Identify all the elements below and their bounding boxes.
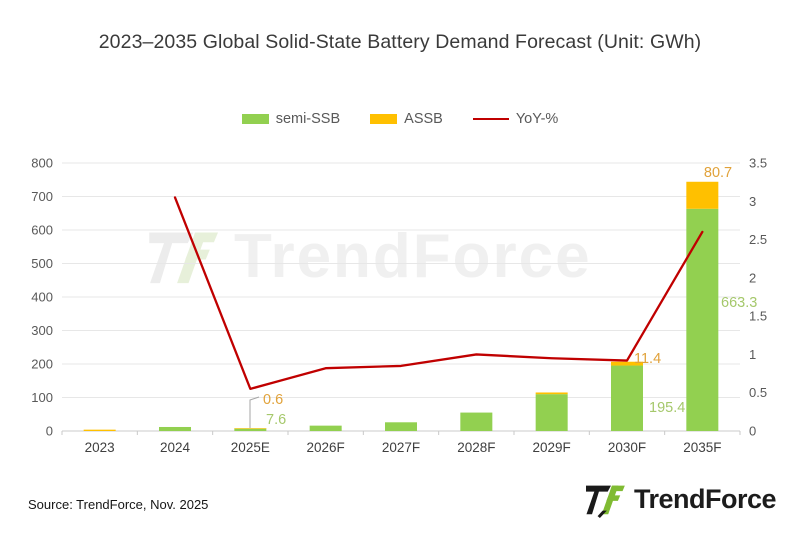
- y-axis-label-right: 3: [749, 194, 756, 209]
- bar-semi-ssb-2035F: [686, 208, 719, 431]
- x-axis-label: 2023: [85, 440, 115, 455]
- y-axis-label-left: 600: [31, 223, 53, 238]
- bar-assb-2025E: [234, 428, 267, 429]
- trendforce-logo-icon: [585, 485, 625, 518]
- x-axis-label: 2028F: [457, 440, 495, 455]
- bar-semi-ssb-2029F: [535, 394, 568, 431]
- y-axis-label-left: 0: [46, 424, 53, 439]
- y-axis-label-left: 100: [31, 390, 53, 405]
- data-label-11.4: 11.4: [634, 351, 661, 367]
- legend-item-assb: ASSB: [370, 111, 443, 127]
- x-axis-label: 2027F: [382, 440, 420, 455]
- y-axis-label-right: 0: [749, 424, 756, 439]
- x-axis-label: 2030F: [608, 440, 646, 455]
- legend-label: semi-SSB: [275, 111, 341, 127]
- data-label-195.4: 195.4: [649, 400, 685, 416]
- y-axis-label-left: 800: [31, 156, 53, 171]
- y-axis-label-right: 3.5: [749, 156, 767, 171]
- callout-leader-line: [249, 396, 260, 428]
- yoy-line: [173, 196, 704, 391]
- legend-item-yoy: YoY-%: [472, 111, 559, 127]
- x-axis-label: 2035F: [683, 440, 721, 455]
- bar-assb-2030F: [611, 361, 643, 366]
- bar-semi-ssb-2028F: [460, 412, 493, 431]
- legend-item-semi-ssb: semi-SSB: [241, 111, 341, 127]
- bar-assb-2029F: [535, 392, 568, 395]
- chart-title: 2023–2035 Global Solid-State Battery Dem…: [98, 31, 702, 53]
- y-axis-label-right: 2: [749, 270, 756, 285]
- y-axis-label-right: 1.5: [749, 309, 767, 324]
- bar-semi-ssb-2026F: [309, 425, 342, 431]
- y-axis-label-right: 2.5: [749, 232, 767, 247]
- x-axis-label: 2029F: [533, 440, 571, 455]
- x-axis-label: 2026F: [307, 440, 345, 455]
- bar-assb-2035F: [686, 181, 719, 209]
- chart-legend: semi-SSB ASSB YoY-%: [0, 111, 800, 127]
- brand-logo: TrendForce: [584, 481, 777, 518]
- legend-label: YoY-%: [515, 111, 559, 127]
- data-label-7.6: 7.6: [266, 412, 286, 428]
- y-axis-label-left: 300: [31, 323, 53, 338]
- bar-semi-ssb-2024: [159, 426, 191, 431]
- y-axis-label-right: 0.5: [749, 385, 767, 400]
- y-axis-label-left: 500: [31, 256, 53, 271]
- legend-label: ASSB: [404, 111, 443, 127]
- y-axis-label-left: 700: [31, 189, 53, 204]
- data-label-80.7: 80.7: [704, 165, 732, 181]
- source-note: Source: TrendForce, Nov. 2025: [28, 497, 209, 512]
- bar-semi-ssb-2025E: [234, 428, 267, 431]
- y-axis-label-right: 1: [749, 347, 756, 362]
- bar-assb-2023: [83, 429, 116, 431]
- y-axis-label-left: 400: [31, 290, 53, 305]
- yoy-line-swatch-icon: [472, 118, 509, 120]
- x-axis-label: 2025E: [231, 440, 270, 455]
- data-label-0.6: 0.6: [263, 392, 283, 408]
- data-label-663.3: 663.3: [721, 295, 757, 311]
- brand-logo-text: TrendForce: [633, 484, 777, 514]
- x-axis-label: 2024: [160, 440, 191, 455]
- bar-semi-ssb-2027F: [385, 422, 417, 431]
- y-axis-label-left: 200: [31, 357, 53, 372]
- semi-ssb-swatch-icon: [241, 114, 269, 124]
- assb-swatch-icon: [370, 114, 398, 124]
- bar-semi-ssb-2030F: [611, 365, 643, 431]
